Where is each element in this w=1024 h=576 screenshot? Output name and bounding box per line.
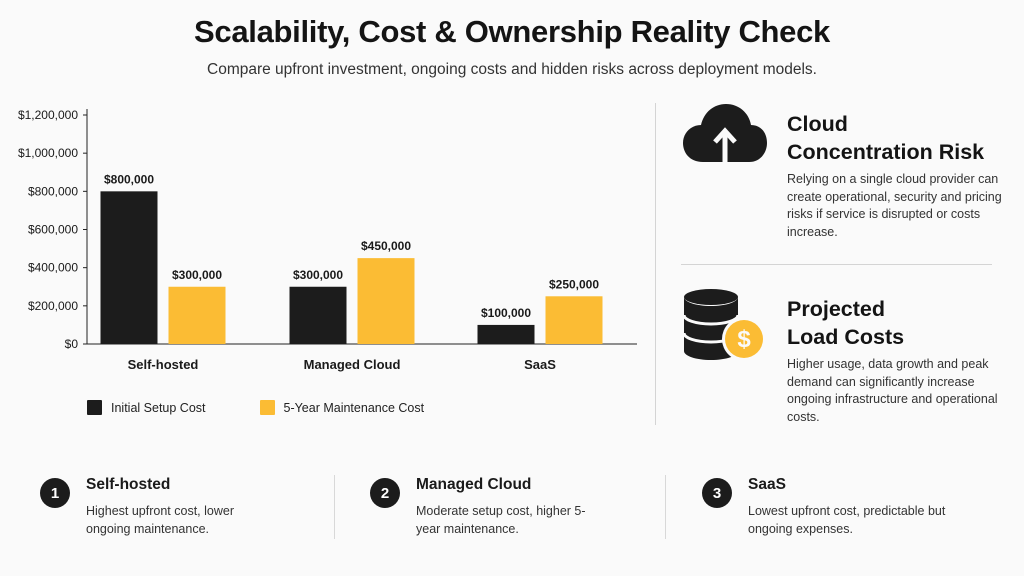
step-title: Self-hosted	[86, 476, 171, 493]
step-title: SaaS	[748, 476, 786, 493]
bar-setup	[289, 286, 347, 344]
cloud-upload-icon	[683, 104, 767, 163]
cloud-risk-body: Relying on a single cloud provider can c…	[787, 172, 1002, 239]
cloud-risk-title: Cloud Concentration Risk	[787, 110, 1007, 166]
bar-setup	[100, 191, 158, 344]
bar-value-label: $250,000	[549, 277, 599, 291]
bar-value-label: $300,000	[172, 268, 222, 282]
bar-maintenance	[545, 296, 603, 344]
y-tick-label: $1,200,000	[18, 108, 78, 122]
y-tick-label: $0	[65, 337, 79, 351]
load-costs-body: Higher usage, data growth and peak deman…	[787, 357, 998, 424]
legend-item-maintenance: 5-Year Maintenance Cost	[259, 400, 425, 415]
step-number-badge: 3	[702, 478, 732, 508]
y-tick-label: $600,000	[28, 223, 78, 237]
cloud-risk-card: Cloud Concentration Risk Relying on a si…	[681, 102, 1011, 242]
bar-maintenance	[168, 286, 226, 344]
y-tick-label: $800,000	[28, 184, 78, 198]
footer-divider	[665, 475, 666, 539]
database-dollar-icon: $	[682, 289, 766, 361]
page-title: Scalability, Cost & Ownership Reality Ch…	[194, 14, 830, 49]
load-costs-title: Projected Load Costs	[787, 295, 1007, 351]
y-tick-label: $1,000,000	[18, 146, 78, 160]
step-number-badge: 1	[40, 478, 70, 508]
bar-value-label: $100,000	[481, 306, 531, 320]
chart-legend: Initial Setup Cost 5-Year Maintenance Co…	[87, 400, 478, 415]
load-costs-title-line1: Projected	[787, 297, 885, 321]
x-category-label: Managed Cloud	[304, 357, 401, 372]
bar-value-label: $800,000	[104, 172, 154, 186]
page-subtitle: Compare upfront investment, ongoing cost…	[207, 61, 817, 78]
step-description: Highest upfront cost, lower ongoing main…	[86, 504, 234, 536]
legend-swatch-setup	[87, 400, 102, 415]
cost-bar-chart: $0 $200,000 $400,000 $600,000 $800,000 $1,000…	[18, 108, 637, 372]
svg-text:$: $	[737, 326, 751, 353]
bar-value-label: $300,000	[293, 268, 343, 282]
horizontal-divider	[681, 264, 992, 265]
cloud-risk-title-line1: Cloud	[787, 112, 848, 136]
bar-maintenance	[357, 258, 415, 344]
x-category-label: Self-hosted	[128, 357, 199, 372]
bar-value-label: $450,000	[361, 239, 411, 253]
legend-swatch-maintenance	[259, 400, 275, 415]
legend-label-setup: Initial Setup Cost	[111, 400, 206, 415]
y-tick-label: $200,000	[28, 299, 78, 313]
load-costs-title-line2: Load Costs	[787, 325, 905, 349]
cloud-risk-title-line2: Concentration Risk	[787, 140, 985, 164]
y-tick-label: $400,000	[28, 261, 78, 275]
legend-label-maintenance: 5-Year Maintenance Cost	[283, 400, 425, 415]
step-description: Lowest upfront cost, predictable but ong…	[748, 504, 946, 536]
vertical-divider	[655, 103, 656, 425]
bar-setup	[477, 324, 535, 344]
step-description: Moderate setup cost, higher 5-year maint…	[416, 504, 586, 536]
footer-divider	[334, 475, 335, 539]
legend-item-setup: Initial Setup Cost	[87, 400, 206, 415]
step-number-badge: 2	[370, 478, 400, 508]
load-costs-card: $ Projected Load Costs Higher usage, dat…	[681, 287, 1011, 427]
step-title: Managed Cloud	[416, 476, 532, 493]
x-category-label: SaaS	[524, 357, 556, 372]
